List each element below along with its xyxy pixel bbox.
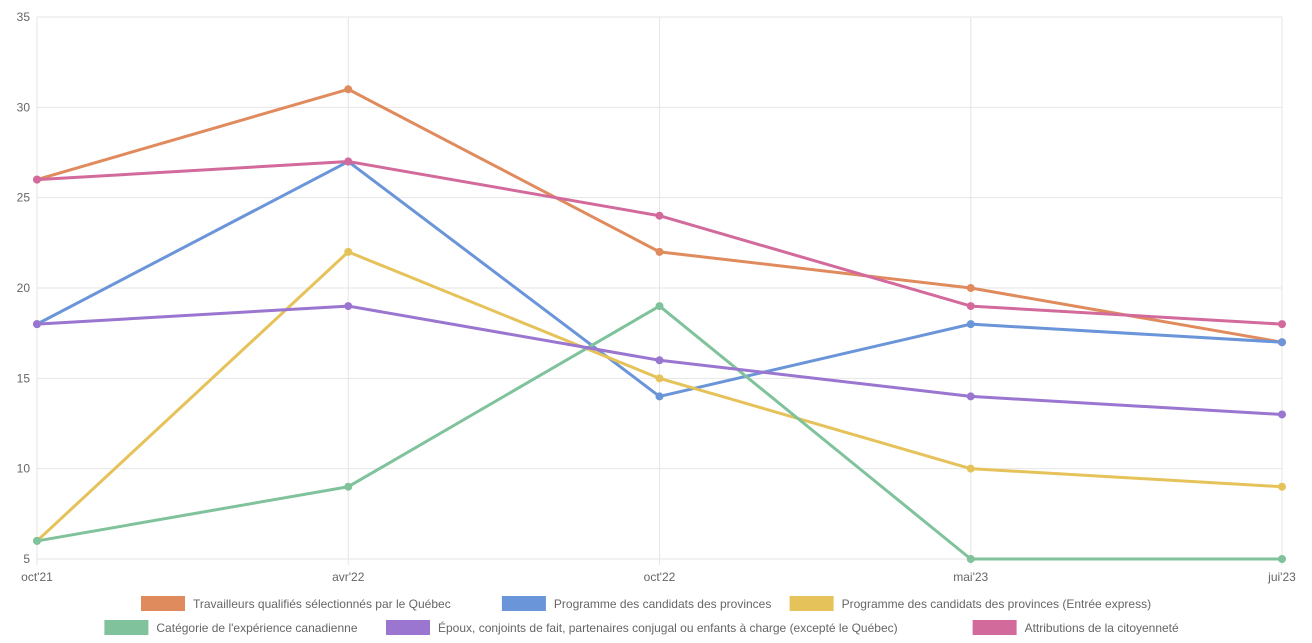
data-point[interactable]: [966, 284, 975, 292]
x-tick-label: avr'22: [332, 570, 365, 584]
legend-item[interactable]: Travailleurs qualifiés sélectionnés par …: [141, 596, 451, 611]
data-point[interactable]: [1278, 410, 1286, 419]
data-point[interactable]: [966, 302, 975, 311]
data-point[interactable]: [1278, 482, 1286, 491]
grid: [36, 16, 1283, 565]
y-tick-label: 30: [17, 100, 31, 114]
data-point[interactable]: [966, 320, 975, 329]
data-point[interactable]: [966, 555, 975, 563]
legend-label: Programme des candidats des provinces: [554, 597, 771, 611]
legend-swatch: [501, 596, 546, 611]
data-point[interactable]: [33, 320, 41, 329]
y-tick-label: 5: [23, 552, 30, 566]
data-point[interactable]: [344, 85, 353, 94]
data-point[interactable]: [655, 302, 664, 311]
y-tick-label: 25: [17, 191, 31, 205]
legend-swatch: [386, 620, 430, 635]
legend: Travailleurs qualifiés sélectionnés par …: [104, 596, 1179, 635]
legend-swatch: [972, 620, 1017, 635]
data-point[interactable]: [655, 374, 664, 383]
data-point[interactable]: [1278, 338, 1286, 347]
x-tick-label: oct'22: [644, 570, 676, 584]
data-point[interactable]: [966, 464, 975, 473]
legend-item[interactable]: Attributions de la citoyenneté: [972, 620, 1179, 635]
legend-item[interactable]: Programme des candidats des provinces: [501, 596, 771, 611]
y-tick-label: 35: [17, 10, 31, 24]
y-tick-label: 20: [17, 281, 31, 295]
data-point[interactable]: [344, 302, 353, 311]
data-point[interactable]: [344, 482, 353, 491]
data-point[interactable]: [33, 536, 41, 545]
data-point[interactable]: [1278, 320, 1286, 329]
x-axis-ticks: oct'21 avr'22 oct'22 mai'23 jui'23: [21, 570, 1296, 584]
x-tick-label: mai'23: [953, 570, 988, 584]
legend-item[interactable]: Programme des candidats des provinces (E…: [789, 596, 1151, 611]
y-axis-ticks: 5 10 15 20 25 30 35: [17, 10, 31, 566]
y-tick-label: 15: [17, 371, 31, 385]
x-tick-label: jui'23: [1267, 570, 1296, 584]
legend-item[interactable]: Catégorie de l'expérience canadienne: [104, 620, 358, 635]
data-point[interactable]: [344, 157, 353, 166]
legend-label: Programme des candidats des provinces (E…: [842, 597, 1151, 611]
legend-label: Travailleurs qualifiés sélectionnés par …: [193, 597, 451, 611]
data-point[interactable]: [655, 392, 664, 401]
legend-swatch: [789, 596, 834, 611]
legend-label: Attributions de la citoyenneté: [1025, 621, 1179, 635]
data-point[interactable]: [1278, 555, 1286, 563]
data-point[interactable]: [33, 175, 41, 184]
legend-label: Catégorie de l'expérience canadienne: [156, 621, 357, 635]
data-point[interactable]: [344, 247, 353, 256]
legend-label: Époux, conjoints de fait, partenaires co…: [438, 620, 898, 635]
x-tick-label: oct'21: [21, 570, 53, 584]
data-point[interactable]: [655, 247, 664, 256]
data-point[interactable]: [966, 392, 975, 401]
y-tick-label: 10: [17, 462, 31, 476]
data-point[interactable]: [655, 211, 664, 220]
data-point[interactable]: [655, 356, 664, 365]
legend-swatch: [141, 596, 185, 611]
legend-item[interactable]: Époux, conjoints de fait, partenaires co…: [386, 620, 898, 635]
legend-swatch: [104, 620, 149, 635]
series-points: [33, 85, 1286, 563]
